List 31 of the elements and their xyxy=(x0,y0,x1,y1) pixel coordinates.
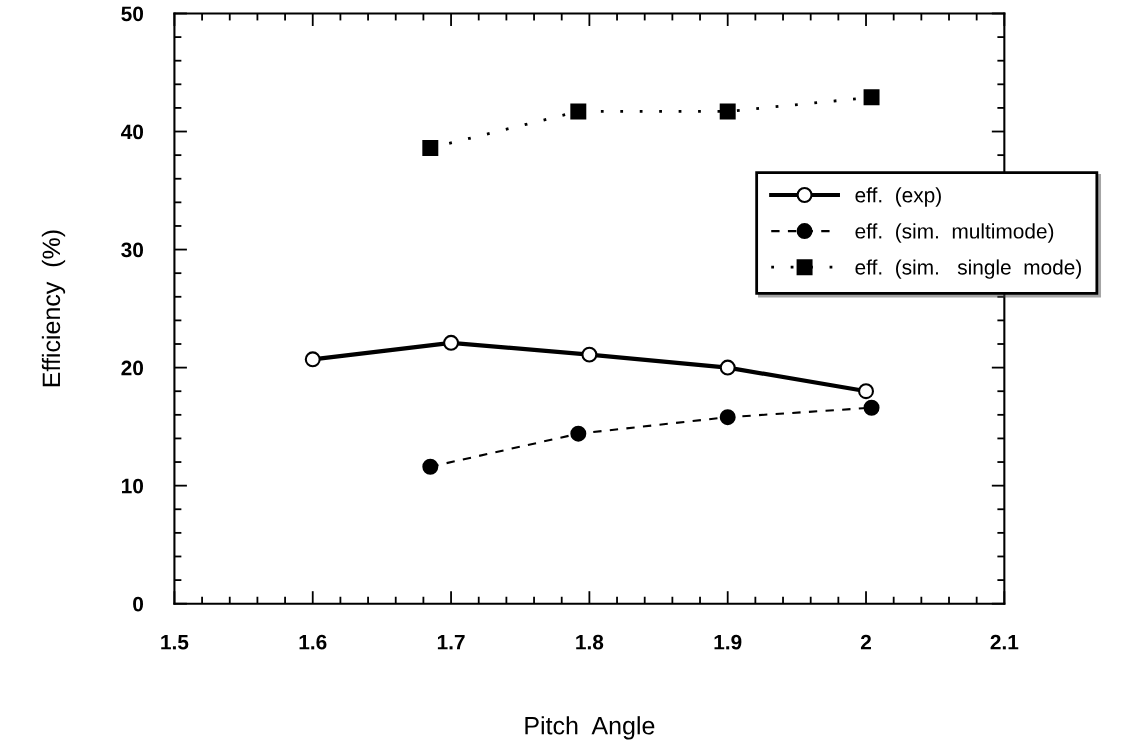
y-tick-label: 0 xyxy=(133,596,144,612)
y-tick-label: 40 xyxy=(121,124,144,140)
point xyxy=(304,351,321,368)
point xyxy=(719,359,736,376)
legend-label: eff. (sim. multimode) xyxy=(855,223,1054,243)
x-tick-label: 1.5 xyxy=(161,635,189,650)
point xyxy=(581,346,598,363)
x-axis-title: Pitch Angle xyxy=(525,716,655,740)
y-axis-title: Efficiency (%) xyxy=(41,230,66,387)
x-tick-label: 1.9 xyxy=(714,634,742,650)
x-tick-label: 2 xyxy=(860,634,871,650)
point xyxy=(863,89,880,106)
legend-label: eff. (sim. single mode) xyxy=(855,259,1081,279)
y-tick-label: 50 xyxy=(121,6,144,22)
x-tick-label: 1.8 xyxy=(576,634,604,650)
point xyxy=(719,103,736,120)
point xyxy=(443,334,460,351)
x-tick-label: 1.7 xyxy=(437,635,465,650)
x-tick-label: 1.6 xyxy=(299,634,327,650)
point xyxy=(422,140,439,157)
point xyxy=(858,383,874,400)
point xyxy=(422,458,439,475)
y-tick-label: 10 xyxy=(122,478,144,494)
point xyxy=(863,399,880,416)
point xyxy=(719,409,736,426)
point xyxy=(570,425,587,442)
y-tick-label: 20 xyxy=(121,360,144,376)
y-tick-label: 30 xyxy=(121,242,144,258)
point xyxy=(570,103,587,120)
legend-label: eff. (exp) xyxy=(855,187,941,207)
x-tick-label: 2.1 xyxy=(990,634,1019,650)
